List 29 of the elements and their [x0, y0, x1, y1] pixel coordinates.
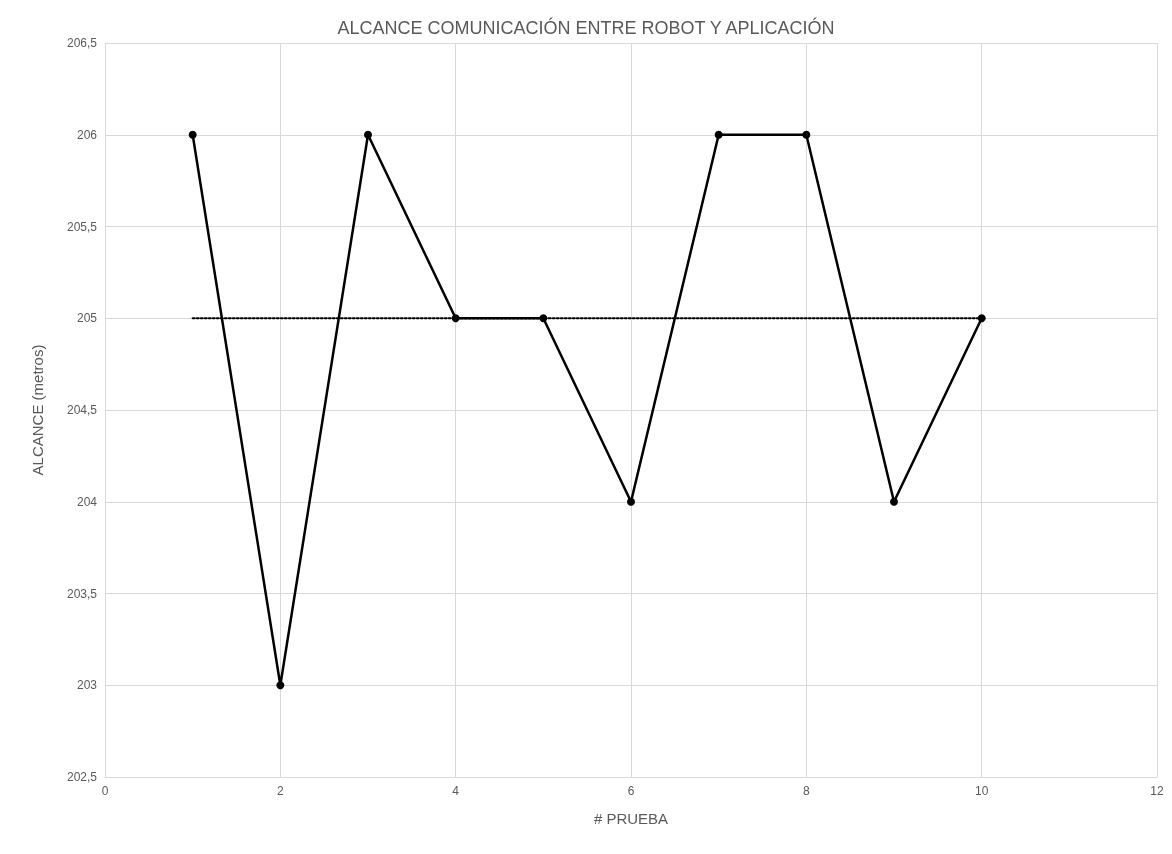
point [890, 497, 898, 506]
point [977, 314, 986, 323]
chart-title: ALCANCE COMUNICACIÓN ENTRE ROBOT Y APLICACIÓN [337, 17, 835, 38]
y-tick-label: 204,5 [66, 403, 98, 417]
y-tick-label: 204 [76, 494, 98, 509]
point [714, 130, 723, 139]
x-tick-label: 4 [452, 784, 460, 798]
y-tick-label: 205,5 [66, 219, 98, 234]
x-axis-title: # PRUEBA [593, 810, 669, 827]
point [188, 130, 197, 139]
y-axis-title: ALCANCE (metros) [29, 344, 46, 476]
point [276, 681, 285, 690]
y-tick-label: 202,5 [66, 770, 98, 784]
point [539, 314, 548, 323]
point [364, 130, 372, 139]
x-tick-label: 10 [974, 784, 989, 798]
x-tick-label: 12 [1150, 784, 1164, 798]
y-tick-label: 205 [76, 311, 98, 326]
point [451, 314, 460, 323]
point [802, 130, 811, 139]
x-tick-label: 6 [627, 784, 635, 798]
y-tick-label: 203 [76, 678, 98, 693]
point [627, 497, 635, 506]
x-tick-label: 8 [802, 784, 810, 798]
y-tick-label: 206,5 [66, 36, 98, 50]
x-tick-label: 0 [101, 784, 109, 798]
x-tick-label: 2 [276, 784, 284, 798]
y-tick-label: 203,5 [66, 586, 98, 601]
y-tick-label: 206 [76, 127, 98, 142]
